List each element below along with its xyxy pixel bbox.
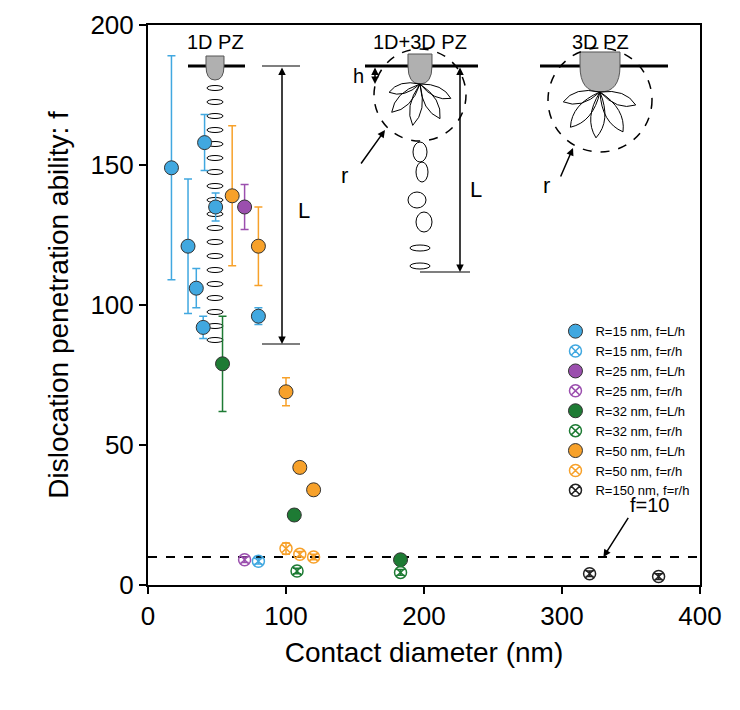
- svg-text:200: 200: [90, 10, 133, 40]
- svg-text:150: 150: [90, 150, 133, 180]
- svg-text:L: L: [298, 198, 310, 223]
- svg-text:f=10: f=10: [630, 494, 669, 516]
- svg-text:R=15 nm, f=L/h: R=15 nm, f=L/h: [595, 324, 685, 339]
- svg-text:200: 200: [402, 601, 445, 631]
- svg-text:Dislocation penetration abilit: Dislocation penetration ability: f: [43, 111, 74, 499]
- svg-text:R=25 nm, f=L/h: R=25 nm, f=L/h: [595, 364, 685, 379]
- svg-text:1D PZ: 1D PZ: [187, 31, 244, 53]
- svg-text:100: 100: [90, 290, 133, 320]
- svg-text:r: r: [543, 173, 550, 198]
- svg-text:400: 400: [678, 601, 721, 631]
- svg-text:L: L: [470, 177, 482, 202]
- svg-text:50: 50: [105, 430, 134, 460]
- svg-text:0: 0: [119, 570, 133, 600]
- svg-text:0: 0: [141, 601, 155, 631]
- svg-text:R=50 nm, f=L/h: R=50 nm, f=L/h: [595, 444, 685, 459]
- svg-text:R=15 nm, f=r/h: R=15 nm, f=r/h: [595, 344, 682, 359]
- svg-text:Contact diameter (nm): Contact diameter (nm): [285, 637, 564, 668]
- svg-text:R=25 nm, f=r/h: R=25 nm, f=r/h: [595, 384, 682, 399]
- svg-text:3D PZ: 3D PZ: [572, 31, 629, 53]
- svg-text:R=32 nm, f=L/h: R=32 nm, f=L/h: [595, 404, 685, 419]
- svg-text:R=50 nm, f=r/h: R=50 nm, f=r/h: [595, 464, 682, 479]
- svg-text:R=150 nm, f=r/h: R=150 nm, f=r/h: [595, 483, 689, 498]
- svg-text:300: 300: [540, 601, 583, 631]
- svg-text:h: h: [353, 65, 364, 87]
- svg-text:100: 100: [264, 601, 307, 631]
- svg-text:r: r: [341, 163, 348, 188]
- svg-text:R=32 nm, f=r/h: R=32 nm, f=r/h: [595, 424, 682, 439]
- svg-text:1D+3D PZ: 1D+3D PZ: [373, 31, 467, 53]
